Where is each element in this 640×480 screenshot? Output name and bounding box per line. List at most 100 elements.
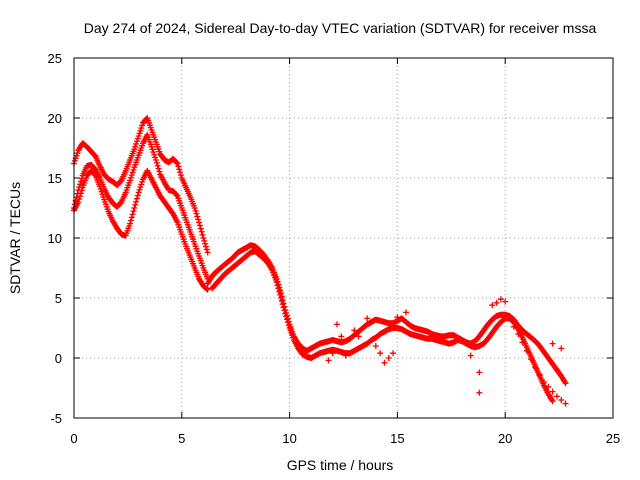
data-point bbox=[196, 219, 203, 226]
series-6 bbox=[325, 296, 565, 396]
data-point bbox=[91, 171, 98, 178]
data-point bbox=[273, 275, 280, 282]
data-point bbox=[394, 314, 401, 321]
data-point bbox=[562, 400, 569, 407]
series-0 bbox=[71, 115, 211, 256]
data-point bbox=[203, 246, 210, 253]
data-point bbox=[285, 318, 292, 325]
data-point bbox=[476, 389, 483, 396]
data-point bbox=[372, 343, 379, 349]
data-point bbox=[342, 352, 349, 359]
x-tick-label: 20 bbox=[498, 431, 512, 446]
data-point bbox=[77, 190, 84, 197]
x-tick-label: 10 bbox=[282, 431, 296, 446]
data-point bbox=[329, 350, 336, 357]
data-point bbox=[177, 169, 184, 176]
data-point bbox=[173, 192, 180, 199]
data-point bbox=[338, 333, 345, 340]
data-point bbox=[77, 178, 84, 185]
data-point bbox=[127, 217, 134, 224]
data-point bbox=[176, 166, 183, 173]
data-point bbox=[510, 323, 517, 330]
data-point bbox=[192, 207, 199, 214]
x-axis-label: GPS time / hours bbox=[287, 457, 394, 473]
series-2 bbox=[71, 167, 211, 293]
data-point bbox=[283, 309, 290, 316]
data-point bbox=[202, 243, 209, 250]
x-tick-label: 0 bbox=[70, 431, 77, 446]
data-point bbox=[200, 235, 207, 241]
data-point bbox=[133, 195, 140, 202]
data-points bbox=[71, 115, 569, 407]
data-point bbox=[156, 168, 163, 175]
data-point bbox=[334, 321, 341, 328]
data-point bbox=[134, 192, 141, 199]
data-point bbox=[196, 222, 203, 229]
data-point bbox=[77, 181, 84, 188]
data-point bbox=[153, 159, 160, 166]
data-point bbox=[562, 380, 569, 387]
data-point bbox=[191, 205, 198, 211]
data-point bbox=[549, 398, 556, 405]
data-point bbox=[541, 379, 548, 385]
data-point bbox=[493, 299, 500, 306]
data-point bbox=[152, 157, 159, 163]
data-point bbox=[284, 315, 291, 322]
data-point bbox=[523, 347, 530, 354]
data-point bbox=[204, 249, 211, 256]
y-tick-label: 20 bbox=[48, 111, 62, 126]
data-point bbox=[277, 287, 284, 294]
plot-frame bbox=[73, 57, 614, 419]
y-tick-label: 25 bbox=[48, 51, 62, 66]
data-point bbox=[515, 331, 522, 337]
data-point bbox=[199, 231, 206, 238]
data-point bbox=[129, 211, 136, 218]
data-point bbox=[174, 160, 181, 167]
series-3 bbox=[208, 248, 556, 405]
y-tick-label: 0 bbox=[55, 351, 62, 366]
data-point bbox=[532, 364, 539, 371]
y-axis-label: SDTVAR / TECUs bbox=[7, 182, 23, 294]
data-point bbox=[284, 312, 291, 319]
y-tick-label: 15 bbox=[48, 171, 62, 186]
data-point bbox=[536, 371, 543, 378]
y-tick-label: 5 bbox=[55, 291, 62, 306]
data-point bbox=[274, 278, 281, 285]
data-point bbox=[131, 205, 138, 211]
data-point bbox=[275, 281, 282, 288]
data-point bbox=[558, 397, 565, 403]
data-point bbox=[489, 302, 496, 309]
data-point bbox=[553, 393, 560, 400]
data-point bbox=[545, 383, 552, 390]
data-point bbox=[355, 333, 362, 340]
data-point bbox=[281, 303, 288, 310]
series-1 bbox=[71, 131, 211, 282]
x-tick-label: 15 bbox=[390, 431, 404, 446]
data-point bbox=[497, 296, 504, 303]
data-point bbox=[177, 172, 184, 179]
data-point bbox=[133, 198, 140, 205]
data-point bbox=[154, 162, 161, 169]
data-point bbox=[519, 339, 526, 346]
data-point bbox=[325, 357, 332, 364]
data-point bbox=[502, 298, 509, 305]
series-5 bbox=[510, 323, 569, 407]
data-point bbox=[76, 196, 83, 203]
data-point bbox=[280, 300, 287, 307]
data-point bbox=[282, 307, 289, 313]
data-point bbox=[558, 345, 565, 352]
axis-ticks: 0 5 10 15 20 25 -5 0 5 10 15 20 25 bbox=[48, 51, 621, 446]
data-point bbox=[204, 286, 211, 293]
grid-lines bbox=[74, 58, 613, 418]
data-point bbox=[351, 327, 358, 334]
data-point bbox=[549, 340, 556, 347]
data-point bbox=[75, 199, 82, 205]
data-point bbox=[77, 193, 84, 200]
chart-title: Day 274 of 2024, Sidereal Day-to-day VTE… bbox=[84, 20, 597, 36]
data-point bbox=[128, 214, 135, 221]
data-point bbox=[132, 201, 139, 208]
data-point bbox=[78, 187, 85, 194]
data-point bbox=[467, 352, 474, 359]
data-point bbox=[549, 388, 556, 395]
